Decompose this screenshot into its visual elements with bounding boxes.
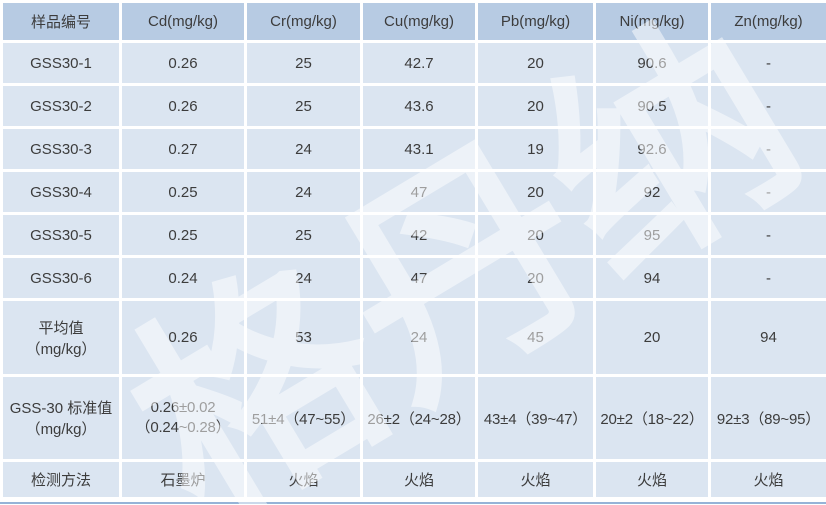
table-row-standard-value: GSS-30 标准值 （mg/kg） 0.26±0.02 （0.24~0.28）… xyxy=(0,374,826,462)
data-cell: 0.26 xyxy=(119,83,247,129)
data-cell: 43.6 xyxy=(360,83,478,129)
data-cell: 92±3（89~95） xyxy=(708,374,826,462)
data-cell: 20±2（18~22） xyxy=(593,374,711,462)
table-bottom-border xyxy=(0,502,826,504)
data-cell: 0.24 xyxy=(119,255,247,301)
data-cell: 26±2（24~28） xyxy=(360,374,478,462)
data-cell: 94 xyxy=(708,298,826,377)
data-cell: 24 xyxy=(360,298,478,377)
data-cell: 42.7 xyxy=(360,40,478,86)
row-label-cell: GSS30-2 xyxy=(0,83,122,129)
data-cell: 0.26 xyxy=(119,298,247,377)
header-pb: Pb(mg/kg) xyxy=(475,0,596,43)
row-label-cell: GSS30-1 xyxy=(0,40,122,86)
header-ni: Ni(mg/kg) xyxy=(593,0,711,43)
data-cell: 25 xyxy=(244,212,363,258)
table-row-gss30-1: GSS30-1 0.26 25 42.7 20 90.6 - xyxy=(0,40,826,86)
data-cell: 20 xyxy=(475,255,596,301)
row-label-cell: 平均值 （mg/kg） xyxy=(0,298,122,377)
data-cell: 0.25 xyxy=(119,212,247,258)
row-label-cell: GSS30-5 xyxy=(0,212,122,258)
data-cell: 51±4（47~55） xyxy=(244,374,363,462)
data-cell: 92.6 xyxy=(593,126,711,172)
header-zn: Zn(mg/kg) xyxy=(708,0,826,43)
table-row-gss30-4: GSS30-4 0.25 24 47 20 92 - xyxy=(0,169,826,215)
row-label-cell: GSS30-3 xyxy=(0,126,122,172)
header-cu: Cu(mg/kg) xyxy=(360,0,478,43)
row-label-cell: GSS30-6 xyxy=(0,255,122,301)
data-cell: 24 xyxy=(244,126,363,172)
data-cell: 53 xyxy=(244,298,363,377)
data-cell: 0.27 xyxy=(119,126,247,172)
table-row-gss30-2: GSS30-2 0.26 25 43.6 20 90.5 - xyxy=(0,83,826,129)
data-cell: 95 xyxy=(593,212,711,258)
table-row-method: 检测方法 石墨炉 火焰 火焰 火焰 火焰 火焰 xyxy=(0,459,826,500)
data-cell: 火焰 xyxy=(593,459,711,500)
table-row-gss30-3: GSS30-3 0.27 24 43.1 19 92.6 - xyxy=(0,126,826,172)
data-cell: 24 xyxy=(244,255,363,301)
data-cell: 0.26±0.02 （0.24~0.28） xyxy=(119,374,247,462)
data-cell: 石墨炉 xyxy=(119,459,247,500)
data-cell: - xyxy=(708,126,826,172)
data-cell: 20 xyxy=(475,212,596,258)
data-cell: 43±4（39~47） xyxy=(475,374,596,462)
data-cell: - xyxy=(708,255,826,301)
data-cell: 25 xyxy=(244,83,363,129)
row-label-cell: 检测方法 xyxy=(0,459,122,500)
row-label-cell: GSS-30 标准值 （mg/kg） xyxy=(0,374,122,462)
header-cr: Cr(mg/kg) xyxy=(244,0,363,43)
data-cell: 火焰 xyxy=(708,459,826,500)
data-cell: 43.1 xyxy=(360,126,478,172)
data-cell: 0.26 xyxy=(119,40,247,86)
data-cell: 19 xyxy=(475,126,596,172)
header-cd: Cd(mg/kg) xyxy=(119,0,247,43)
table-row-gss30-6: GSS30-6 0.24 24 47 20 94 - xyxy=(0,255,826,301)
table-row-gss30-5: GSS30-5 0.25 25 42 20 95 - xyxy=(0,212,826,258)
data-cell: 47 xyxy=(360,169,478,215)
data-cell: 45 xyxy=(475,298,596,377)
data-cell: 20 xyxy=(475,40,596,86)
data-cell: 24 xyxy=(244,169,363,215)
header-row: 样品编号 Cd(mg/kg) Cr(mg/kg) Cu(mg/kg) Pb(mg… xyxy=(0,0,826,43)
data-cell: 90.5 xyxy=(593,83,711,129)
data-cell: 90.6 xyxy=(593,40,711,86)
data-cell: 20 xyxy=(593,298,711,377)
data-cell: 94 xyxy=(593,255,711,301)
data-cell: 20 xyxy=(475,83,596,129)
data-cell: 火焰 xyxy=(475,459,596,500)
table-row-average: 平均值 （mg/kg） 0.26 53 24 45 20 94 xyxy=(0,298,826,377)
data-cell: - xyxy=(708,40,826,86)
data-cell: - xyxy=(708,83,826,129)
data-cell: 42 xyxy=(360,212,478,258)
data-cell: 25 xyxy=(244,40,363,86)
header-sample-id: 样品编号 xyxy=(0,0,122,43)
data-cell: 火焰 xyxy=(360,459,478,500)
data-cell: 47 xyxy=(360,255,478,301)
data-cell: 火焰 xyxy=(244,459,363,500)
data-cell: - xyxy=(708,169,826,215)
row-label-cell: GSS30-4 xyxy=(0,169,122,215)
data-cell: 20 xyxy=(475,169,596,215)
data-cell: - xyxy=(708,212,826,258)
data-cell: 92 xyxy=(593,169,711,215)
data-cell: 0.25 xyxy=(119,169,247,215)
